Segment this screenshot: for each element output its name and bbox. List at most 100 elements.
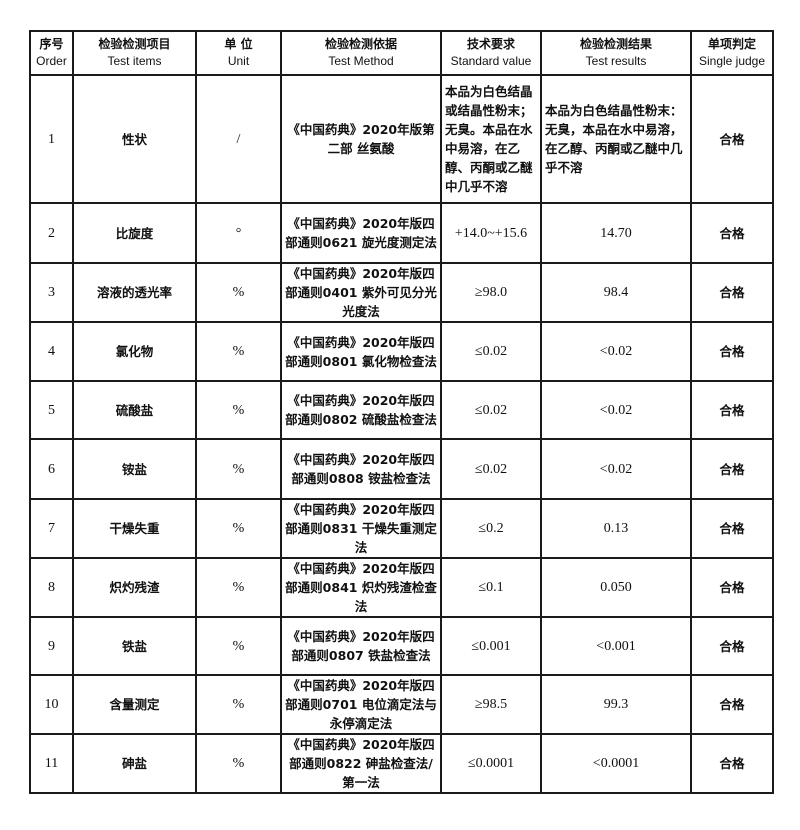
unit-cell: % [195, 557, 282, 618]
judge-cell: 合格 [690, 733, 774, 794]
test-result-cell: 98.4 [540, 262, 692, 323]
header-en: Standard value [450, 54, 532, 68]
test-item-cell: 比旋度 [72, 202, 197, 264]
test-results-table: 序号 Order 检验检测项目 Test items 单 位 Unit 检验检测依据 Test… [29, 30, 774, 794]
judge-cell: 合格 [690, 616, 774, 676]
order-cell: 6 [29, 438, 74, 500]
header-en: Test Method [328, 54, 394, 68]
test-item-cell: 性状 [72, 74, 197, 204]
table-row: 6 铵盐 % 《中国药典》2020年版四部通则0808 铵盐检查法 ≤0.02 … [29, 438, 774, 500]
judge-cell: 合格 [690, 74, 774, 204]
judge-cell: 合格 [690, 674, 774, 735]
header-en: Test items [107, 54, 162, 68]
test-item-cell: 氯化物 [72, 321, 197, 382]
unit-cell: % [195, 616, 282, 676]
unit-cell: % [195, 733, 282, 794]
test-item-cell: 砷盐 [72, 733, 197, 794]
header-en: Single judge [698, 54, 766, 68]
header-order: 序号 Order [29, 30, 74, 76]
header-en: Unit [227, 54, 250, 68]
test-method-cell: 《中国药典》2020年版四部通则0841 炽灼残渣检查法 [280, 557, 442, 618]
header-test-method: 检验检测依据 Test Method [280, 30, 442, 76]
judge-cell: 合格 [690, 498, 774, 559]
header-test-items: 检验检测项目 Test items [72, 30, 197, 76]
judge-cell: 合格 [690, 380, 774, 440]
header-zh: 单项判定 [707, 37, 756, 51]
table-row: 4 氯化物 % 《中国药典》2020年版四部通则0801 氯化物检查法 ≤0.0… [29, 321, 774, 382]
table-row: 9 铁盐 % 《中国药典》2020年版四部通则0807 铁盐检查法 ≤0.001… [29, 616, 774, 676]
header-zh: 检验检测依据 [324, 37, 397, 51]
table-row: 3 溶液的透光率 % 《中国药典》2020年版四部通则0401 紫外可见分光光度… [29, 262, 774, 323]
test-method-cell: 《中国药典》2020年版四部通则0401 紫外可见分光光度法 [280, 262, 442, 323]
header-zh: 单 位 [224, 37, 253, 51]
order-cell: 3 [29, 262, 74, 323]
standard-value-cell: ≤0.02 [440, 438, 542, 500]
test-result-cell: 99.3 [540, 674, 692, 735]
test-item-cell: 铁盐 [72, 616, 197, 676]
header-zh: 序号 [39, 37, 64, 51]
test-method-cell: 《中国药典》2020年版四部通则0801 氯化物检查法 [280, 321, 442, 382]
test-result-cell: <0.0001 [540, 733, 692, 794]
table-row: 2 比旋度 ° 《中国药典》2020年版四部通则0621 旋光度测定法 +14.… [29, 202, 774, 264]
standard-value-cell: ≥98.0 [440, 262, 542, 323]
header-row: 序号 Order 检验检测项目 Test items 单 位 Unit 检验检测依据 Test… [29, 30, 774, 76]
test-result-cell: <0.02 [540, 321, 692, 382]
test-method-cell: 《中国药典》2020年版四部通则0802 硫酸盐检查法 [280, 380, 442, 440]
test-result-cell: <0.001 [540, 616, 692, 676]
test-result-cell: <0.02 [540, 380, 692, 440]
header-standard-value: 技术要求 Standard value [440, 30, 542, 76]
order-cell: 2 [29, 202, 74, 264]
unit-cell: ° [195, 202, 282, 264]
unit-cell: % [195, 262, 282, 323]
test-result-cell: 本品为白色结晶性粉末：无臭，本品在水中易溶，在乙醇、丙酮或乙醚中几乎不溶 [540, 74, 692, 204]
test-method-cell: 《中国药典》2020年版四部通则0807 铁盐检查法 [280, 616, 442, 676]
standard-value-cell: ≤0.001 [440, 616, 542, 676]
header-zh: 检验检测项目 [98, 37, 171, 51]
judge-cell: 合格 [690, 321, 774, 382]
unit-cell: % [195, 321, 282, 382]
unit-cell: % [195, 438, 282, 500]
test-item-cell: 炽灼残渣 [72, 557, 197, 618]
unit-cell: % [195, 380, 282, 440]
order-cell: 9 [29, 616, 74, 676]
unit-cell: / [195, 74, 282, 204]
test-item-cell: 含量测定 [72, 674, 197, 735]
standard-value-cell: ≤0.2 [440, 498, 542, 559]
unit-cell: % [195, 674, 282, 735]
judge-cell: 合格 [690, 202, 774, 264]
test-method-cell: 《中国药典》2020年版四部通则0822 砷盐检查法/第一法 [280, 733, 442, 794]
header-en: Test results [585, 54, 647, 68]
order-cell: 1 [29, 74, 74, 204]
judge-cell: 合格 [690, 262, 774, 323]
unit-cell: % [195, 498, 282, 559]
test-method-cell: 《中国药典》2020年版第二部 丝氨酸 [280, 74, 442, 204]
table-row: 7 干燥失重 % 《中国药典》2020年版四部通则0831 干燥失重测定法 ≤0… [29, 498, 774, 559]
test-method-cell: 《中国药典》2020年版四部通则0808 铵盐检查法 [280, 438, 442, 500]
order-cell: 7 [29, 498, 74, 559]
test-item-cell: 干燥失重 [72, 498, 197, 559]
header-unit: 单 位 Unit [195, 30, 282, 76]
standard-value-cell: +14.0~+15.6 [440, 202, 542, 264]
test-result-cell: <0.02 [540, 438, 692, 500]
table-row: 11 砷盐 % 《中国药典》2020年版四部通则0822 砷盐检查法/第一法 ≤… [29, 733, 774, 794]
order-cell: 5 [29, 380, 74, 440]
standard-value-cell: ≤0.0001 [440, 733, 542, 794]
header-zh: 技术要求 [466, 37, 515, 51]
standard-value-cell: ≤0.02 [440, 380, 542, 440]
standard-value-cell: ≤0.02 [440, 321, 542, 382]
judge-cell: 合格 [690, 438, 774, 500]
test-item-cell: 硫酸盐 [72, 380, 197, 440]
table-row: 8 炽灼残渣 % 《中国药典》2020年版四部通则0841 炽灼残渣检查法 ≤0… [29, 557, 774, 618]
test-item-cell: 铵盐 [72, 438, 197, 500]
table-row: 5 硫酸盐 % 《中国药典》2020年版四部通则0802 硫酸盐检查法 ≤0.0… [29, 380, 774, 440]
judge-cell: 合格 [690, 557, 774, 618]
test-method-cell: 《中国药典》2020年版四部通则0621 旋光度测定法 [280, 202, 442, 264]
standard-value-cell: ≥98.5 [440, 674, 542, 735]
order-cell: 11 [29, 733, 74, 794]
table-row: 1 性状 / 《中国药典》2020年版第二部 丝氨酸 本品为白色结晶或结晶性粉末… [29, 74, 774, 204]
standard-value-cell: ≤0.1 [440, 557, 542, 618]
header-single-judge: 单项判定 Single judge [690, 30, 774, 76]
order-cell: 10 [29, 674, 74, 735]
test-result-cell: 0.050 [540, 557, 692, 618]
order-cell: 8 [29, 557, 74, 618]
